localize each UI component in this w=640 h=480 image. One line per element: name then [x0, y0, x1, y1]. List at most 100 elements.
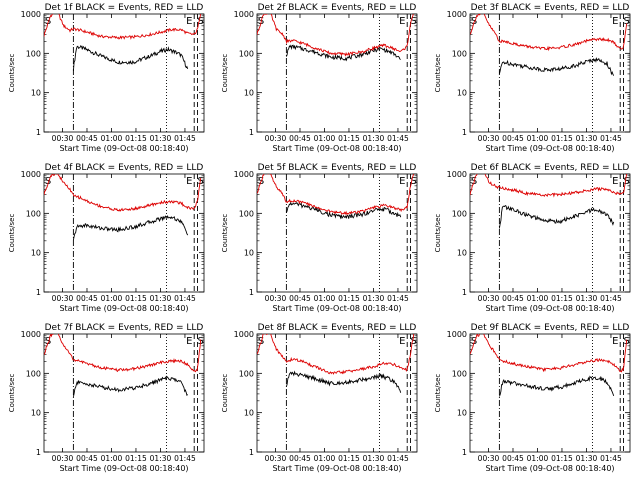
y-tick-label: 1000: [447, 10, 467, 19]
x-tick-label: 00:30: [52, 134, 74, 143]
lld-series-line: [44, 334, 202, 373]
x-tick-label: 01:30: [576, 134, 598, 143]
events-series-line: [498, 375, 615, 397]
plot-frame: [43, 173, 205, 293]
y-axis-label: Counts/sec: [434, 374, 442, 413]
x-tick-label: 00:45: [289, 454, 311, 463]
x-axis-label: Start Time (09-Oct-08 00:18:40): [485, 144, 614, 153]
plot-frame: [43, 333, 205, 453]
x-tick-label: 00:30: [265, 454, 287, 463]
marker-label-s: S: [411, 336, 417, 347]
y-axis-label: Counts/sec: [8, 374, 16, 413]
y-tick-label: 1: [36, 448, 41, 457]
panel-det-7: Det 7f BLACK = Events, RED = LLD 1 10 100 10…: [8, 323, 205, 473]
series-group: [257, 14, 414, 62]
plot-frame: [469, 333, 631, 453]
y-tick-label: 1000: [21, 170, 41, 179]
marker-label-s: S: [45, 176, 51, 187]
x-tick-label: 00:45: [502, 294, 524, 303]
y-tick-label: 10: [457, 249, 467, 258]
x-tick-label: 01:15: [338, 134, 360, 143]
x-tick-label: 01:30: [576, 454, 598, 463]
y-tick-label: 1000: [21, 10, 41, 19]
x-tick-label: 01:30: [150, 294, 172, 303]
y-tick-label: 100: [239, 209, 254, 218]
y-tick-label: 100: [26, 49, 41, 58]
x-tick-label: 01:00: [527, 454, 549, 463]
x-tick-label: 00:30: [478, 134, 500, 143]
x-tick-label: 01:45: [387, 454, 409, 463]
x-tick-label: 01:45: [174, 294, 196, 303]
events-series-line: [72, 215, 189, 241]
x-tick-label: 01:45: [600, 294, 622, 303]
y-axis-label: Counts/sec: [8, 214, 16, 253]
events-series-line: [285, 201, 402, 220]
x-tick-label: 01:00: [314, 134, 336, 143]
lld-series-line: [470, 14, 628, 52]
y-tick-label: 1000: [447, 330, 467, 339]
x-tick-label: 01:45: [600, 134, 622, 143]
plot-frame: [469, 13, 631, 133]
y-tick-label: 100: [452, 369, 467, 378]
panel-det-2: Det 2f BLACK = Events, RED = LLD 1 10 100 10…: [221, 3, 418, 153]
y-tick-label: 10: [31, 89, 41, 98]
marker-label-e: E: [186, 336, 192, 347]
series-group: [470, 174, 628, 229]
x-tick-label: 00:30: [52, 454, 74, 463]
marker-label-e: E: [612, 336, 618, 347]
x-tick-label: 01:30: [576, 294, 598, 303]
y-axis-label: Counts/sec: [434, 54, 442, 93]
series-group: [470, 334, 628, 397]
panel-det-9: Det 9f BLACK = Events, RED = LLD 1 10 100 10…: [434, 323, 631, 473]
y-axis-label: Counts/sec: [434, 214, 442, 253]
y-axis-label: Counts/sec: [8, 54, 16, 93]
events-series-line: [498, 205, 615, 229]
x-tick-label: 01:15: [551, 454, 573, 463]
panel-title: Det 1f BLACK = Events, RED = LLD: [45, 3, 204, 13]
y-tick-label: 1000: [234, 170, 254, 179]
y-axis-label: Counts/sec: [221, 54, 229, 93]
x-tick-label: 01:00: [527, 134, 549, 143]
y-tick-label: 1: [462, 448, 467, 457]
panel-title: Det 5f BLACK = Events, RED = LLD: [258, 163, 417, 173]
x-tick-label: 00:45: [76, 134, 98, 143]
x-axis-label: Start Time (09-Oct-08 00:18:40): [59, 144, 188, 153]
x-tick-label: 01:00: [101, 454, 123, 463]
x-tick-label: 01:45: [174, 454, 196, 463]
lld-series-line: [257, 174, 415, 216]
lld-series-line: [257, 334, 415, 375]
marker-label-s: S: [45, 336, 51, 347]
x-tick-label: 00:45: [502, 454, 524, 463]
panel-title: Det 9f BLACK = Events, RED = LLD: [471, 323, 630, 333]
x-tick-label: 00:30: [478, 454, 500, 463]
y-tick-label: 100: [239, 49, 254, 58]
y-tick-label: 1000: [447, 170, 467, 179]
y-tick-label: 1: [462, 288, 467, 297]
lld-series-line: [44, 14, 202, 40]
y-tick-label: 1: [36, 128, 41, 137]
panel-det-5: Det 5f BLACK = Events, RED = LLD 1 10 100 10…: [221, 163, 418, 313]
marker-label-s: S: [411, 176, 417, 187]
panel-title: Det 8f BLACK = Events, RED = LLD: [258, 323, 417, 333]
y-tick-label: 10: [457, 409, 467, 418]
x-axis-label: Start Time (09-Oct-08 00:18:40): [272, 464, 401, 473]
panel-det-3: Det 3f BLACK = Events, RED = LLD 1 10 100 10…: [434, 3, 631, 153]
marker-label-e: E: [612, 176, 618, 187]
plot-frame: [469, 173, 631, 293]
x-tick-label: 00:30: [265, 134, 287, 143]
x-tick-label: 01:15: [125, 294, 147, 303]
marker-label-e: E: [399, 16, 405, 27]
y-tick-label: 100: [452, 209, 467, 218]
marker-label-e: E: [186, 16, 192, 27]
y-tick-label: 100: [239, 369, 254, 378]
y-tick-label: 10: [31, 409, 41, 418]
y-tick-label: 10: [31, 249, 41, 258]
y-tick-label: 1000: [21, 330, 41, 339]
x-tick-label: 00:45: [76, 294, 98, 303]
x-tick-label: 01:30: [150, 134, 172, 143]
x-tick-label: 01:45: [387, 294, 409, 303]
series-group: [257, 174, 415, 220]
y-tick-label: 1: [462, 128, 467, 137]
lld-series-line: [257, 14, 414, 57]
panel-det-6: Det 6f BLACK = Events, RED = LLD 1 10 100 10…: [434, 163, 631, 313]
